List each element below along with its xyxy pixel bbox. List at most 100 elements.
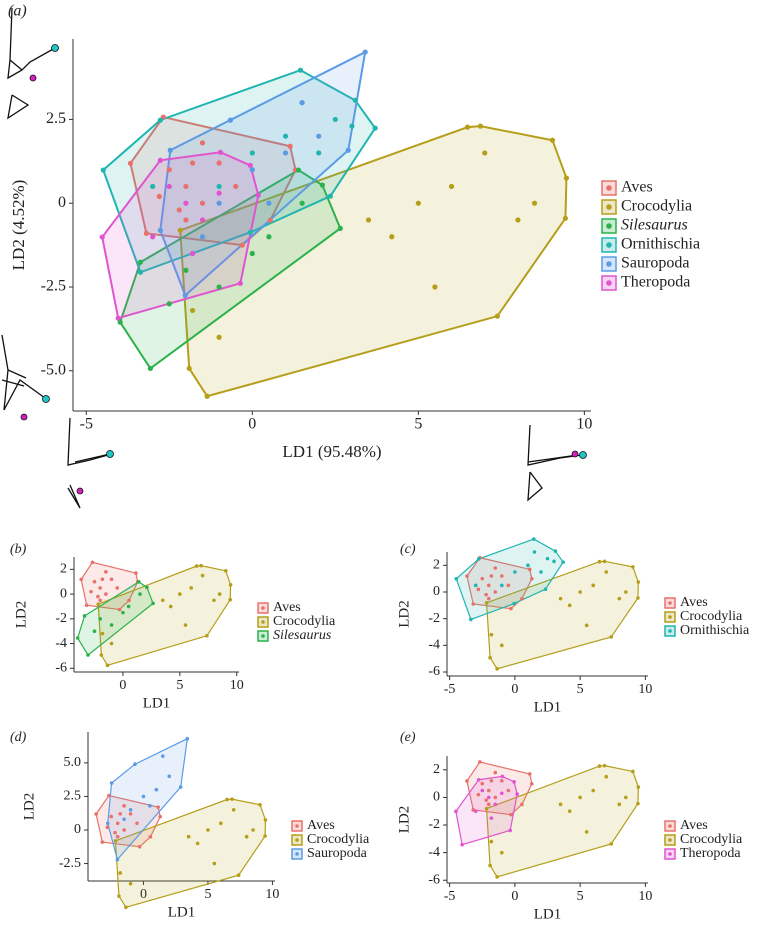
point	[266, 200, 272, 206]
point	[183, 183, 189, 190]
point	[216, 190, 222, 196]
point	[520, 802, 524, 807]
point	[597, 559, 602, 564]
point	[195, 841, 200, 846]
point	[520, 597, 524, 601]
point	[199, 140, 206, 146]
point	[135, 821, 139, 826]
hull	[485, 560, 639, 670]
point	[500, 791, 504, 796]
point	[115, 821, 120, 826]
point	[227, 117, 233, 123]
x-tick-label: 10	[638, 889, 652, 904]
legend-label: Ornithischia	[621, 236, 700, 253]
point	[150, 234, 156, 240]
point	[117, 607, 122, 612]
point	[500, 643, 504, 648]
skeleton-icon	[7, 7, 59, 120]
point	[137, 259, 144, 265]
point	[512, 601, 516, 606]
y-tick-label: 0	[433, 790, 440, 805]
point	[115, 834, 120, 839]
point	[454, 577, 459, 581]
point	[156, 805, 160, 809]
point	[489, 816, 494, 820]
point	[624, 795, 628, 800]
point	[624, 590, 628, 594]
point	[636, 785, 641, 789]
point	[109, 577, 114, 582]
point	[100, 840, 105, 844]
point	[486, 795, 491, 800]
y-tick-label: 0	[58, 194, 66, 211]
point	[219, 821, 223, 826]
point	[389, 234, 395, 240]
point	[506, 583, 511, 588]
point	[117, 319, 123, 325]
point	[105, 825, 110, 830]
point	[508, 828, 512, 833]
y-tick-label: 2.5	[64, 789, 82, 804]
point	[176, 207, 182, 213]
point	[100, 167, 106, 173]
point	[500, 850, 504, 855]
point	[105, 821, 110, 826]
point	[609, 635, 613, 639]
point	[584, 623, 589, 628]
point	[158, 814, 163, 819]
point	[604, 774, 609, 779]
point	[148, 835, 153, 839]
point	[558, 596, 563, 601]
point	[553, 549, 558, 553]
point	[287, 143, 293, 149]
point	[113, 839, 118, 843]
point	[489, 574, 494, 578]
point	[484, 798, 488, 802]
point	[602, 559, 607, 564]
point	[631, 565, 635, 569]
point	[84, 603, 89, 608]
point	[558, 802, 563, 807]
y-tick-label: 0	[433, 584, 440, 599]
point	[255, 192, 261, 198]
point	[177, 227, 183, 233]
point	[465, 574, 469, 578]
point	[530, 577, 534, 581]
point	[122, 817, 126, 822]
y-tick-label: 2.5	[46, 110, 66, 127]
point	[489, 632, 494, 637]
point	[118, 812, 123, 816]
point	[493, 795, 498, 800]
point	[115, 315, 121, 321]
legend-label: Aves	[680, 595, 708, 610]
x-tick-label: 5	[414, 416, 422, 433]
point	[216, 200, 222, 206]
point	[591, 788, 595, 793]
legend-label: Crocodylia	[307, 832, 370, 847]
panel-label: (a)	[8, 3, 27, 20]
point	[509, 812, 513, 817]
point	[206, 828, 210, 832]
point	[617, 802, 622, 807]
point	[493, 590, 498, 594]
hull	[95, 794, 161, 848]
point	[189, 586, 194, 590]
point	[143, 230, 149, 236]
point	[552, 559, 556, 564]
legend-dot	[668, 824, 672, 828]
x-tick-label: 5	[577, 682, 584, 697]
point	[493, 802, 498, 807]
point	[98, 617, 102, 621]
y-tick-label: 0	[74, 822, 81, 837]
point	[147, 365, 153, 372]
point	[295, 167, 302, 173]
point	[113, 830, 117, 835]
legend-dot	[668, 601, 672, 605]
point	[124, 905, 128, 910]
point	[145, 585, 149, 590]
point	[602, 763, 607, 768]
point	[148, 804, 152, 808]
x-tick-label: 5	[204, 887, 211, 902]
x-tick-label: 0	[119, 678, 126, 693]
